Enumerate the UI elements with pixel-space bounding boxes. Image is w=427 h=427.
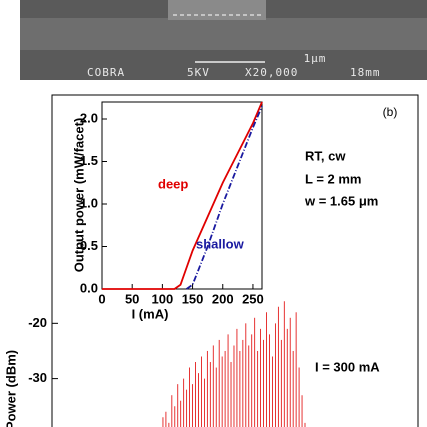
note: L = 2 mm — [305, 171, 361, 186]
series-line — [102, 101, 263, 290]
main-frame — [51, 94, 419, 427]
x-tick-label: 50 — [125, 291, 139, 306]
sem-footer: COBRA — [87, 66, 125, 79]
sem-footer: 18mm — [350, 66, 381, 79]
x-tick-label: 250 — [242, 291, 264, 306]
y-tick-label: 0.0 — [80, 280, 98, 295]
y-tick-label: -20 — [28, 315, 47, 330]
series-label: shallow — [196, 236, 245, 251]
sem-image: 1μm COBRA 5KV X20,000 18mm — [20, 0, 427, 80]
series-line — [186, 105, 263, 290]
note: w = 1.65 μm — [304, 193, 378, 208]
sem-footer: 5KV — [187, 66, 210, 79]
inset-frame — [101, 101, 263, 290]
scale-label: 1μm — [304, 52, 327, 65]
annotation: I = 300 mA — [315, 359, 380, 374]
x-tick-label: 150 — [182, 291, 204, 306]
sem-layer — [20, 18, 427, 50]
y-tick-label: 0.5 — [80, 238, 98, 253]
inset-y-label: Output power (mW/facet) — [71, 118, 86, 273]
y-tick-label: -40 — [28, 425, 47, 427]
sem-footer: X20,000 — [245, 66, 298, 79]
y-axis-label: Power (dBm) — [3, 350, 18, 427]
y-tick-label: 2.0 — [80, 110, 98, 125]
note: RT, cw — [305, 148, 346, 163]
panel-label: (b) — [383, 105, 398, 119]
x-tick-label: 0 — [98, 291, 105, 306]
series-label: deep — [158, 176, 188, 191]
inset-x-label: I (mA) — [132, 306, 169, 321]
x-tick-label: 100 — [152, 291, 174, 306]
y-tick-label: -30 — [28, 370, 47, 385]
sem-ridge — [168, 0, 266, 20]
y-tick-label: 1.0 — [80, 195, 98, 210]
y-tick-label: 1.5 — [80, 153, 98, 168]
x-tick-label: 200 — [212, 291, 234, 306]
